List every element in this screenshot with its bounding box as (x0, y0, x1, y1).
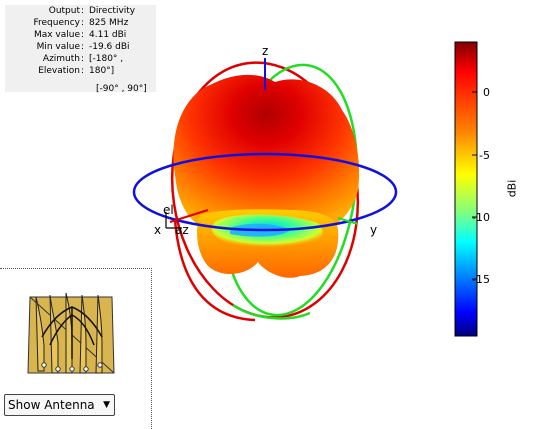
colorbar-tick-label: -5 (479, 149, 490, 162)
separator: : (81, 18, 85, 28)
output-value: Directivity (89, 6, 136, 16)
elevation-value: 180°] (89, 66, 115, 76)
radiation-pattern-plot[interactable] (0, 0, 560, 420)
output-label: Output (48, 6, 80, 16)
x-axis-line (169, 209, 209, 223)
separator: : (81, 54, 85, 64)
horizontal-circle (132, 152, 398, 232)
origin-marker (165, 212, 182, 229)
min-label: Min value (36, 42, 80, 52)
el-axis-label: el (163, 203, 174, 217)
frequency-label: Frequency (33, 18, 81, 28)
azimuth-label: Azimuth (42, 54, 80, 64)
separator: : (81, 6, 85, 16)
elevation-circle-front (173, 219, 256, 322)
separator: : (81, 66, 85, 76)
antenna-preview-icon (27, 292, 115, 374)
max-value: 4.11 dBi (89, 30, 127, 40)
frequency-value: 825 MHz (89, 18, 129, 28)
directivity-pattern (173, 74, 360, 278)
elevation-label: Elevation (38, 66, 80, 76)
y-axis-label: y (370, 223, 378, 237)
azimuth-circle-front (232, 303, 311, 320)
max-label: Max value (33, 30, 80, 40)
colorbar-tick-label: -15 (472, 273, 490, 286)
z-axis-label: z (262, 44, 269, 58)
azimuth-value: [-180° , (89, 54, 124, 64)
separator: : (81, 30, 85, 40)
chevron-down-icon: ▼ (103, 400, 110, 410)
info-panel: Output : Directivity Frequency : 825 MHz… (5, 5, 156, 94)
separator: : (81, 42, 85, 52)
antenna-select-value: Show Antenna (8, 398, 95, 412)
colorbar (454, 41, 478, 337)
az-axis-label: az (175, 223, 189, 237)
antenna-panel (0, 268, 152, 429)
antenna-display-select[interactable]: Show Antenna ▼ (4, 394, 115, 416)
colorbar-unit: dBi (505, 179, 519, 198)
colorbar-tick-label: 0 (483, 86, 490, 99)
min-value: -19.6 dBi (89, 42, 130, 52)
colorbar-tick-label: -10 (472, 211, 490, 224)
y-axis-line (337, 217, 359, 225)
x-axis-label: x (154, 223, 162, 237)
elevation-range: [-90° , 90°] (96, 84, 147, 94)
